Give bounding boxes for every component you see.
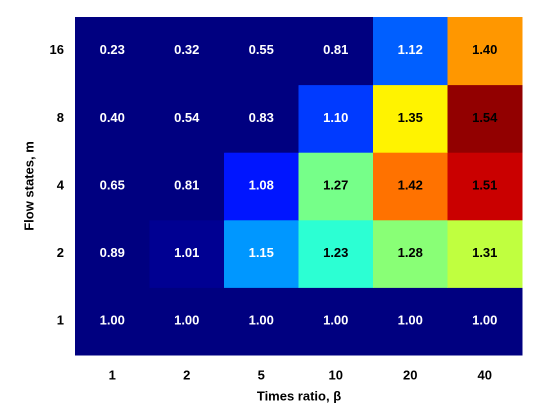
heatmap-cell	[75, 84, 150, 153]
cell-label: 1.40	[472, 42, 497, 57]
cell-label: 0.55	[249, 42, 274, 57]
y-tick-label: 8	[57, 110, 64, 125]
heatmap-cell	[75, 152, 150, 221]
cell-label: 0.40	[100, 110, 125, 125]
heatmap-cell	[298, 17, 374, 86]
heatmap-cell	[224, 152, 299, 221]
cell-label: 1.42	[398, 177, 423, 192]
heatmap-cell	[447, 287, 523, 356]
y-tick-label: 16	[50, 42, 64, 57]
x-tick-label: 40	[478, 367, 492, 382]
x-axis-title: Times ratio, β	[257, 388, 341, 403]
cell-label: 1.10	[323, 110, 348, 125]
heatmap-cell	[75, 219, 150, 288]
heatmap-cell	[447, 219, 523, 288]
x-tick-label: 1	[109, 367, 116, 382]
x-tick-label: 10	[329, 367, 343, 382]
cell-label: 0.65	[100, 177, 125, 192]
heatmap-cell	[224, 17, 299, 86]
cell-label: 1.23	[323, 245, 348, 260]
heatmap-cell	[75, 17, 150, 86]
heatmap-cell	[149, 17, 225, 86]
heatmap-cell	[373, 152, 448, 221]
cell-label: 1.31	[472, 245, 497, 260]
cell-label: 1.00	[398, 313, 423, 328]
heatmap-cell	[149, 219, 225, 288]
cell-label: 1.00	[174, 313, 199, 328]
x-tick-label: 20	[403, 367, 417, 382]
cell-label: 1.54	[472, 110, 498, 125]
cell-label: 1.35	[398, 110, 423, 125]
cell-label: 0.89	[100, 245, 125, 260]
cell-label: 0.83	[249, 110, 274, 125]
cell-label: 0.54	[174, 110, 200, 125]
y-tick-label: 4	[57, 177, 65, 192]
heatmap-cell	[447, 152, 523, 221]
cell-label: 0.23	[100, 42, 125, 57]
heatmap-cell	[224, 287, 299, 356]
heatmap-cell	[149, 84, 225, 153]
heatmap-cell	[149, 152, 225, 221]
heatmap-cell	[447, 17, 523, 86]
cell-label: 1.15	[249, 245, 274, 260]
y-axis-title: Flow states, m	[21, 141, 36, 231]
cell-label: 1.00	[249, 313, 274, 328]
heatmap-cell	[75, 287, 150, 356]
heatmap-cell	[373, 17, 448, 86]
x-tick-label: 5	[258, 367, 265, 382]
heatmap-cell	[298, 219, 374, 288]
cell-label: 1.08	[249, 177, 274, 192]
heatmap-cell	[373, 84, 448, 153]
cell-label: 1.51	[472, 177, 497, 192]
cell-label: 1.12	[398, 42, 423, 57]
cell-label: 1.00	[323, 313, 348, 328]
cell-label: 1.00	[100, 313, 125, 328]
heatmap-cell	[224, 219, 299, 288]
heatmap-cell	[298, 287, 374, 356]
cell-label: 0.32	[174, 42, 199, 57]
x-tick-label: 2	[183, 367, 190, 382]
heatmap-cell	[298, 84, 374, 153]
cell-label: 1.01	[174, 245, 199, 260]
cell-label: 1.27	[323, 177, 348, 192]
cell-label: 0.81	[174, 177, 199, 192]
heatmap-cell	[373, 219, 448, 288]
heatmap-cell	[224, 84, 299, 153]
cell-label: 1.28	[398, 245, 423, 260]
heatmap-cell	[373, 287, 448, 356]
cell-label: 1.00	[472, 313, 497, 328]
y-tick-label: 1	[57, 313, 64, 328]
heatmap-cell	[447, 84, 523, 153]
cell-label: 0.81	[323, 42, 348, 57]
y-tick-label: 2	[57, 245, 64, 260]
heatmap-cell	[149, 287, 225, 356]
heatmap-cell	[298, 152, 374, 221]
